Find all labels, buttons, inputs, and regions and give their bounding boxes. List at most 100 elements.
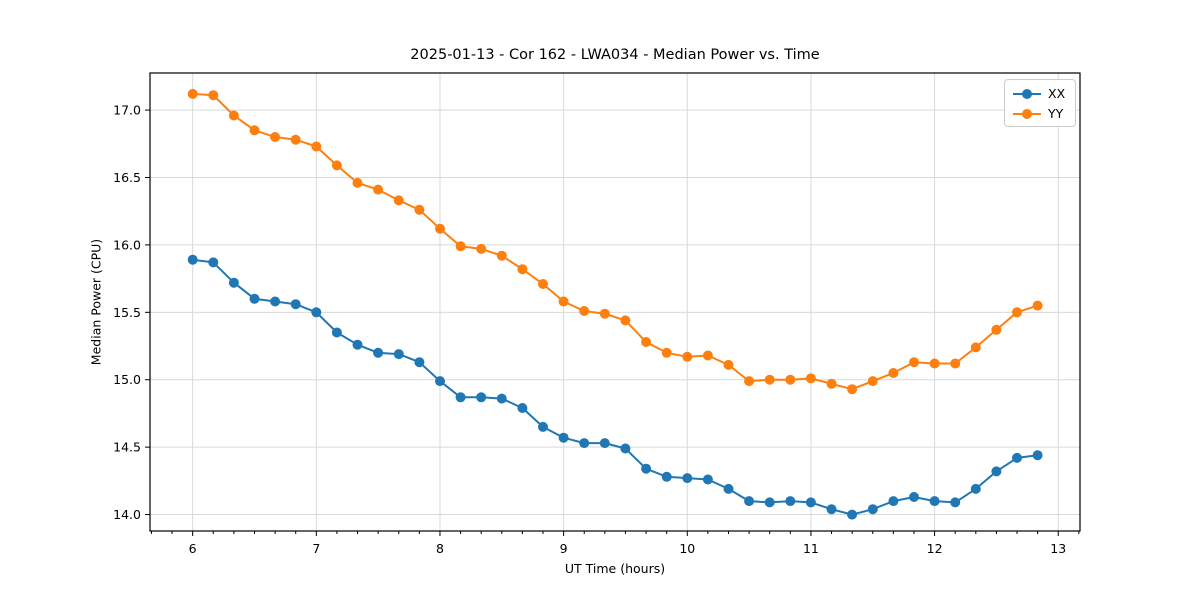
data-point-yy: [991, 324, 1002, 335]
data-point-xx: [723, 483, 734, 494]
data-point-yy: [620, 315, 631, 326]
data-point-yy: [393, 195, 404, 206]
data-point-xx: [538, 421, 548, 432]
data-point-yy: [228, 110, 239, 121]
data-point-xx: [1032, 450, 1043, 461]
data-point-yy: [970, 342, 981, 353]
x-tick-label: 8: [436, 541, 444, 556]
data-point-yy: [888, 368, 899, 378]
plot-frame: [149, 72, 1081, 532]
data-point-yy: [455, 241, 466, 252]
data-point-yy: [496, 250, 507, 261]
data-point-xx: [909, 492, 919, 502]
data-point-yy: [373, 184, 384, 195]
data-point-xx: [785, 496, 796, 507]
data-point-yy: [1012, 307, 1022, 318]
y-tick-label: 16.5: [113, 170, 141, 185]
data-point-yy: [682, 351, 693, 362]
data-point-yy: [208, 90, 219, 101]
data-point-xx: [290, 299, 301, 310]
data-point-xx: [888, 496, 899, 507]
series-line-xx: [191, 258, 1039, 516]
data-point-yy: [950, 358, 961, 369]
x-tick-label: 11: [803, 541, 819, 556]
data-point-xx: [805, 497, 816, 508]
y-tick-label: 14.0: [113, 507, 141, 522]
legend: XX YY: [1004, 79, 1076, 127]
data-point-xx: [414, 357, 425, 368]
data-point-yy: [558, 296, 569, 307]
data-point-xx: [331, 327, 342, 338]
data-point-xx: [950, 497, 961, 508]
data-point-yy: [270, 132, 281, 142]
data-point-xx: [455, 392, 466, 403]
data-point-xx: [929, 496, 940, 507]
data-point-yy: [599, 308, 610, 319]
data-point-yy: [331, 160, 342, 171]
data-point-xx: [744, 496, 755, 507]
data-point-yy: [785, 374, 796, 385]
data-point-yy: [311, 141, 322, 152]
legend-marker-yy-icon: [1013, 108, 1041, 119]
data-point-yy: [538, 279, 548, 289]
data-point-yy: [290, 134, 301, 145]
data-point-xx: [579, 438, 590, 449]
legend-dot: [1022, 88, 1032, 99]
data-point-xx: [352, 339, 363, 350]
data-point-yy: [744, 376, 755, 387]
data-point-yy: [826, 378, 837, 389]
data-point-yy: [517, 264, 528, 275]
data-point-xx: [661, 471, 672, 482]
data-point-yy: [661, 347, 672, 358]
data-point-yy: [414, 204, 425, 215]
data-point-xx: [270, 296, 281, 307]
x-axis-label: UT Time (hours): [564, 561, 666, 576]
data-point-xx: [476, 392, 487, 403]
data-point-xx: [435, 376, 445, 387]
data-point-xx: [991, 466, 1002, 477]
data-point-xx: [311, 307, 322, 318]
data-point-yy: [702, 350, 713, 361]
data-point-xx: [641, 463, 652, 474]
legend-label-yy: YY: [1048, 106, 1064, 121]
y-tick-label: 14.5: [113, 440, 141, 455]
data-point-yy: [723, 359, 734, 370]
data-point-xx: [249, 293, 260, 304]
data-point-xx: [599, 438, 610, 449]
data-point-xx: [620, 443, 631, 454]
data-point-xx: [373, 347, 384, 358]
data-point-xx: [867, 504, 878, 515]
data-point-xx: [208, 257, 219, 268]
y-tick-label: 16.0: [113, 237, 141, 252]
data-point-xx: [517, 403, 528, 413]
data-point-yy: [579, 306, 590, 316]
x-tick-label: 13: [1050, 541, 1066, 556]
data-point-yy: [764, 374, 775, 385]
data-point-xx: [228, 277, 239, 288]
legend-item-xx: XX: [1012, 85, 1068, 102]
x-tick-label: 6: [189, 541, 197, 556]
data-point-yy: [476, 243, 487, 254]
x-tick-label: 12: [927, 541, 943, 556]
data-point-xx: [764, 497, 775, 508]
data-point-yy: [909, 357, 919, 368]
data-point-xx: [558, 432, 569, 443]
data-point-xx: [682, 473, 693, 484]
x-tick-label: 7: [312, 541, 320, 556]
x-tick-label: 9: [560, 541, 568, 556]
data-point-yy: [249, 125, 260, 136]
data-point-yy: [805, 373, 816, 384]
data-point-xx: [496, 393, 507, 404]
data-point-xx: [970, 483, 981, 494]
data-point-xx: [826, 504, 837, 515]
data-point-xx: [187, 254, 198, 265]
data-point-yy: [641, 337, 652, 347]
series-line-yy: [191, 92, 1039, 391]
data-point-yy: [929, 358, 940, 369]
data-point-yy: [435, 223, 445, 234]
data-point-xx: [702, 474, 713, 485]
data-point-yy: [1032, 300, 1043, 311]
legend-item-yy: YY: [1012, 105, 1068, 122]
